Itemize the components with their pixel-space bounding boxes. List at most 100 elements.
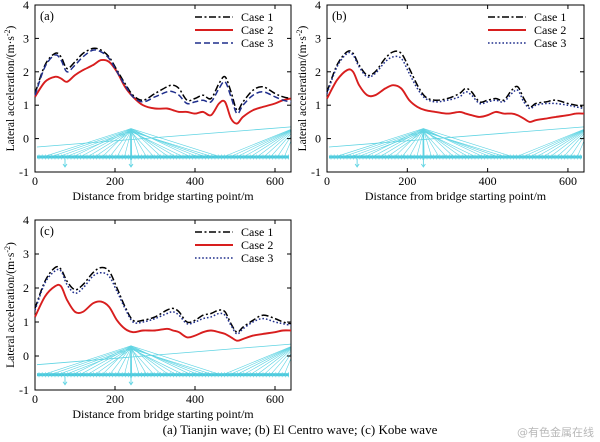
cable-line bbox=[101, 128, 132, 158]
x-tick-label: 200 bbox=[398, 174, 416, 188]
x-tick-label: 0 bbox=[32, 392, 38, 406]
x-tick-label: 400 bbox=[186, 174, 204, 188]
cable-line bbox=[130, 347, 206, 375]
cable-line bbox=[222, 129, 291, 158]
bridge-deck bbox=[37, 373, 289, 377]
cable-line bbox=[243, 347, 291, 375]
legend-label: Case 3 bbox=[534, 36, 566, 50]
cable-line bbox=[423, 130, 499, 158]
cable-line bbox=[124, 131, 132, 158]
cable-line bbox=[130, 131, 155, 158]
cable-line bbox=[379, 130, 424, 158]
x-tick-label: 0 bbox=[32, 174, 38, 188]
y-tick-label: 1 bbox=[315, 98, 321, 112]
x-tick-label: 600 bbox=[266, 392, 284, 406]
cable-line bbox=[36, 126, 291, 148]
y-tick-label: 0 bbox=[23, 349, 29, 363]
legend-label: Case 2 bbox=[241, 23, 273, 37]
cable-line bbox=[229, 129, 291, 158]
y-tick-label: -1 bbox=[19, 165, 29, 179]
series-line-case-3 bbox=[34, 268, 292, 335]
cable-line bbox=[130, 128, 221, 158]
y-axis-label: Lateral acceleration/(m·s-2) bbox=[3, 25, 17, 151]
series-line-case-2 bbox=[34, 283, 292, 342]
cable-line bbox=[57, 130, 132, 158]
y-tick-label: 1 bbox=[23, 98, 29, 112]
cable-line bbox=[250, 130, 291, 158]
cable-line bbox=[372, 129, 424, 158]
plot-frame bbox=[34, 4, 292, 173]
cable-line bbox=[401, 129, 424, 158]
y-axis-label: Lateral acceleration/(m·s-2) bbox=[3, 242, 17, 368]
x-axis-label: Distance from bridge starting point/m bbox=[72, 407, 254, 421]
cable-line bbox=[130, 347, 147, 375]
x-tick-label: 200 bbox=[106, 174, 124, 188]
cable-line bbox=[423, 130, 440, 158]
cable-line bbox=[130, 346, 199, 375]
pier-arrow bbox=[128, 381, 134, 386]
plot-frame bbox=[34, 219, 292, 391]
cable-line bbox=[130, 130, 206, 158]
cable-line bbox=[222, 346, 291, 375]
x-tick-label: 400 bbox=[479, 174, 497, 188]
cable-line bbox=[50, 346, 132, 375]
cable-line bbox=[423, 131, 477, 158]
cable-line bbox=[250, 347, 291, 375]
legend-label: Case 1 bbox=[241, 10, 273, 24]
cable-line bbox=[130, 129, 199, 158]
cable-line bbox=[130, 345, 192, 375]
cable-line bbox=[328, 126, 584, 148]
y-tick-label: 3 bbox=[23, 247, 29, 261]
cable-line bbox=[94, 131, 132, 158]
y-tick-label: 3 bbox=[23, 31, 29, 45]
watermark: @有色金属在线 bbox=[517, 426, 594, 439]
cable-line bbox=[423, 129, 492, 158]
legend-label: Case 3 bbox=[241, 36, 273, 50]
legend-label: Case 1 bbox=[241, 225, 273, 239]
cable-line bbox=[243, 129, 291, 158]
pier-arrow bbox=[128, 163, 134, 168]
series-line-case-1 bbox=[326, 50, 585, 108]
y-tick-label: -1 bbox=[311, 165, 321, 179]
cable-line bbox=[36, 343, 291, 366]
cable-line bbox=[394, 128, 424, 158]
cable-line bbox=[130, 348, 214, 375]
cable-line bbox=[87, 347, 132, 375]
cable-line bbox=[364, 128, 424, 158]
cable-line bbox=[423, 129, 432, 158]
cable-line bbox=[423, 131, 447, 158]
cable-line bbox=[72, 128, 132, 158]
cable-line bbox=[79, 346, 132, 375]
cable-line bbox=[130, 131, 184, 158]
cable-line bbox=[130, 348, 184, 375]
cable-line bbox=[416, 131, 424, 158]
cable-line bbox=[290, 373, 291, 375]
x-axis-label: Distance from bridge starting point/m bbox=[365, 189, 547, 203]
figure-caption: (a) Tianjin wave; (b) El Centro wave; (c… bbox=[162, 422, 438, 437]
cable-line bbox=[130, 131, 214, 158]
y-tick-label: 0 bbox=[315, 132, 321, 146]
y-tick-label: 4 bbox=[23, 213, 29, 227]
cable-line bbox=[349, 130, 424, 158]
y-axis-label: Lateral acceleration/(m·s-2) bbox=[295, 25, 309, 151]
x-tick-label: 0 bbox=[324, 174, 330, 188]
cable-line bbox=[130, 345, 221, 375]
cable-line bbox=[50, 129, 132, 158]
y-tick-label: 3 bbox=[315, 31, 321, 45]
y-tick-label: 0 bbox=[23, 132, 29, 146]
panel-label: (c) bbox=[40, 224, 54, 238]
bridge-schematic bbox=[36, 126, 291, 168]
series-line-case-1 bbox=[34, 47, 292, 112]
y-tick-label: -1 bbox=[19, 383, 29, 397]
bridge-deck bbox=[37, 155, 289, 159]
cable-line bbox=[87, 130, 132, 158]
y-tick-label: 2 bbox=[23, 281, 29, 295]
cable-line bbox=[423, 131, 506, 158]
series-line-case-3 bbox=[326, 51, 585, 110]
cable-line bbox=[529, 129, 584, 158]
cable-line bbox=[130, 346, 140, 375]
